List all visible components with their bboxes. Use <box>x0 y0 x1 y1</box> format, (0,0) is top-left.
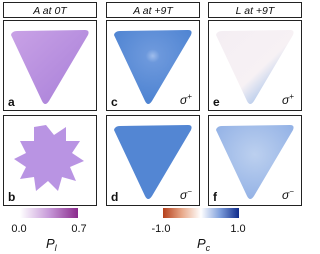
column-title: A at +9T <box>132 5 174 17</box>
polarization-label: σ+ <box>180 92 192 107</box>
panel-label: e <box>213 95 220 109</box>
flake-image <box>14 125 84 191</box>
panel-box <box>208 115 302 206</box>
colorbar-max: 0.7 <box>71 223 86 235</box>
polarization-label: σ+ <box>282 92 294 107</box>
polarization-label: σ− <box>180 187 192 202</box>
colorbar <box>163 208 239 218</box>
header-box <box>208 2 302 18</box>
column-title: L at +9T <box>236 5 276 17</box>
colorbar-title: Pl <box>46 236 58 253</box>
colorbar-min: -1.0 <box>152 223 171 235</box>
panel-box <box>106 20 200 111</box>
panel-box <box>106 115 200 206</box>
column-title: A at 0T <box>32 5 68 17</box>
panel-box <box>3 20 97 111</box>
panel-label: c <box>111 95 118 109</box>
panel-label: a <box>8 95 15 109</box>
panel-box <box>208 20 302 111</box>
panel-label: f <box>213 190 218 204</box>
colorbar-max: 1.0 <box>230 223 245 235</box>
panel-label: b <box>8 190 15 204</box>
panel-label: d <box>111 190 118 204</box>
header-box <box>106 2 200 18</box>
header-box <box>3 2 97 18</box>
flake-image <box>11 30 89 104</box>
colorbar <box>20 208 78 218</box>
colorbar-title: Pc <box>197 236 211 253</box>
figure: A at 0T A at +9T L at +9T a b c d e f σ+… <box>3 2 302 253</box>
colorbar-min: 0.0 <box>11 223 26 235</box>
panel-box <box>3 115 97 206</box>
polarization-label: σ− <box>282 187 294 202</box>
